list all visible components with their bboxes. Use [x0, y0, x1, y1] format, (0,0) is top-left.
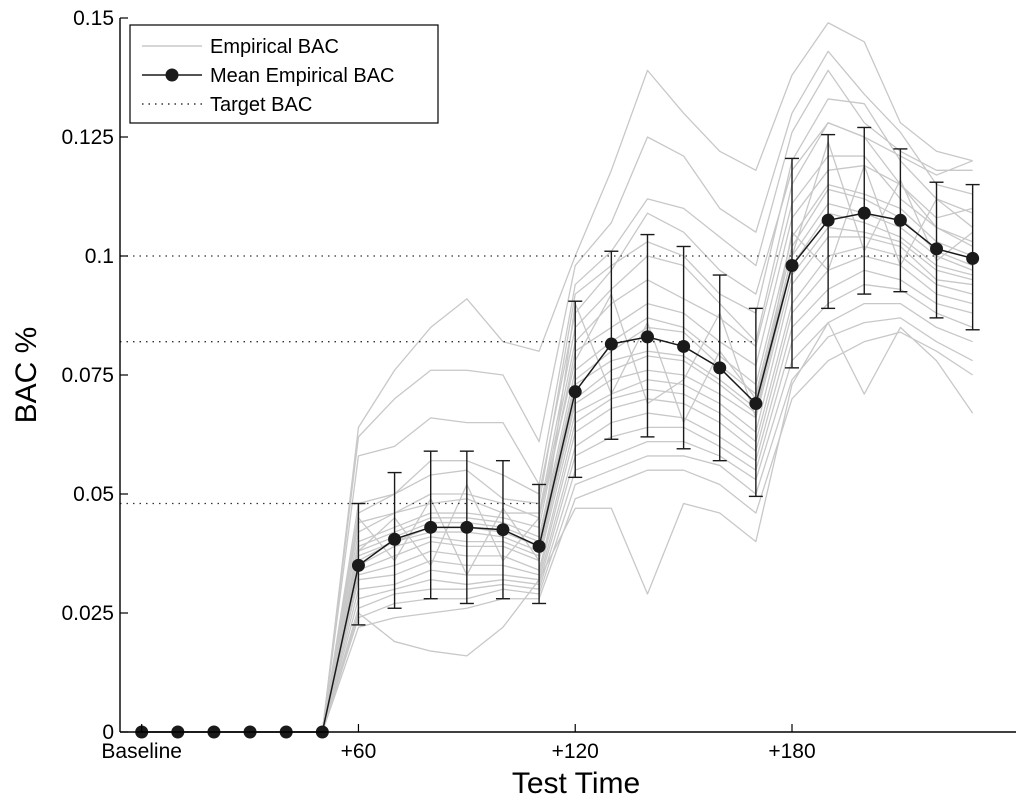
- y-tick-label-1: 0.025: [61, 602, 114, 625]
- x-tick-label-3: +180: [768, 740, 815, 763]
- mean-point-17: [749, 397, 763, 411]
- y-axis-label: BAC %: [10, 327, 43, 424]
- mean-point-21: [893, 213, 907, 227]
- y-tick-label-5: 0.125: [61, 126, 114, 149]
- mean-point-20: [857, 206, 871, 220]
- mean-point-15: [677, 339, 691, 353]
- legend-label-empirical: Empirical BAC: [210, 36, 339, 58]
- mean-point-12: [568, 385, 582, 399]
- mean-point-23: [966, 251, 980, 265]
- mean-point-18: [785, 259, 799, 273]
- x-tick-label-1: +60: [341, 740, 377, 763]
- mean-point-14: [640, 330, 654, 344]
- mean-point-22: [930, 242, 944, 256]
- x-tick-label-0: Baseline: [101, 740, 182, 763]
- y-tick-label-6: 0.15: [73, 7, 114, 30]
- y-tick-label-2: 0.05: [73, 483, 114, 506]
- y-tick-label-4: 0.1: [85, 245, 114, 268]
- tick-labels-group: 0 0.025 0.05 0.075 0.1 0.125 0.15 Baseline +60 +1…: [61, 7, 815, 763]
- axes-group: [119, 17, 1016, 733]
- mean-point-9: [460, 520, 474, 534]
- legend-swatch-mean-marker: [165, 68, 179, 82]
- legend-label-mean: Mean Empirical BAC: [210, 65, 395, 87]
- mean-point-10: [496, 523, 510, 537]
- mean-point-8: [424, 520, 438, 534]
- x-axis-label: Test Time: [512, 767, 640, 797]
- legend: Empirical BAC Mean Empirical BAC Target …: [129, 24, 439, 124]
- mean-point-11: [532, 539, 546, 553]
- mean-point-19: [821, 213, 835, 227]
- x-tick-label-2: +120: [552, 740, 599, 763]
- y-tick-label-3: 0.075: [61, 364, 114, 387]
- legend-box: [129, 24, 439, 124]
- mean-point-6: [351, 558, 365, 572]
- mean-point-16: [713, 361, 727, 375]
- y-tick-label-0: 0: [102, 721, 114, 744]
- mean-point-7: [388, 532, 402, 546]
- mean-point-13: [604, 337, 618, 351]
- legend-label-target: Target BAC: [210, 94, 312, 116]
